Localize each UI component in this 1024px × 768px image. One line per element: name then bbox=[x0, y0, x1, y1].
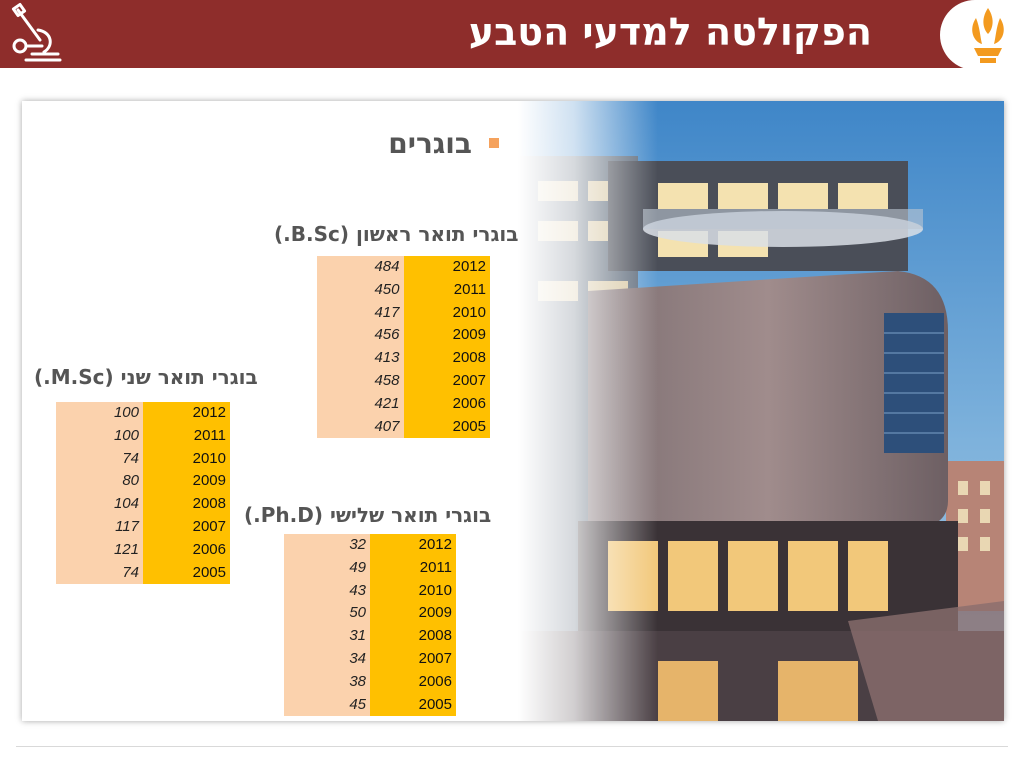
table-row: 407 2005 bbox=[317, 415, 490, 439]
table-row: 34 2007 bbox=[284, 647, 456, 671]
msc-table: 100 2012 100 2011 74 2010 80 2009 104 2008 117 2007… bbox=[56, 402, 230, 585]
graduates-count-cell: 413 bbox=[317, 347, 404, 370]
year-cell: 2011 bbox=[143, 424, 230, 448]
year-cell: 2006 bbox=[370, 670, 456, 694]
graduates-count-cell: 117 bbox=[56, 515, 143, 539]
year-cell: 2009 bbox=[403, 324, 490, 348]
table-row: 117 2007 bbox=[56, 515, 230, 539]
table-row: 458 2007 bbox=[317, 369, 490, 393]
table-row: 421 2006 bbox=[317, 392, 490, 416]
table-row: 49 2011 bbox=[284, 556, 456, 580]
graduates-count-cell: 407 bbox=[317, 415, 404, 439]
phd-table-title: בוגרי תואר שלישי (Ph.D.) bbox=[244, 503, 492, 527]
bsc-table-title: בוגרי תואר ראשון (B.Sc.) bbox=[274, 222, 519, 246]
table-row: 31 2008 bbox=[284, 625, 456, 648]
graduates-count-cell: 100 bbox=[56, 424, 143, 448]
graduates-count-cell: 417 bbox=[317, 301, 404, 325]
university-emblem-logo bbox=[972, 8, 1004, 63]
table-row: 38 2006 bbox=[284, 670, 456, 694]
microscope-icon bbox=[11, 2, 62, 62]
graduates-count-cell: 100 bbox=[56, 402, 143, 425]
table-row: 80 2009 bbox=[56, 470, 230, 494]
footer-divider bbox=[16, 746, 1008, 747]
graduates-count-cell: 43 bbox=[284, 579, 370, 603]
table-row: 484 2012 bbox=[317, 256, 490, 279]
graduates-count-cell: 421 bbox=[317, 392, 404, 416]
year-cell: 2007 bbox=[403, 369, 490, 393]
table-row: 413 2008 bbox=[317, 347, 490, 370]
year-cell: 2010 bbox=[370, 579, 456, 603]
header-bar: הפקולטה למדעי הטבע bbox=[0, 0, 1024, 70]
graduates-count-cell: 450 bbox=[317, 278, 404, 302]
table-row: 456 2009 bbox=[317, 324, 490, 348]
year-cell: 2007 bbox=[370, 647, 456, 671]
year-cell: 2007 bbox=[143, 515, 230, 539]
table-row: 45 2005 bbox=[284, 693, 456, 717]
year-cell: 2009 bbox=[370, 602, 456, 626]
table-row: 417 2010 bbox=[317, 301, 490, 325]
year-cell: 2006 bbox=[403, 392, 490, 416]
table-row: 450 2011 bbox=[317, 278, 490, 302]
bullet-marker bbox=[489, 138, 499, 148]
year-cell: 2011 bbox=[370, 556, 456, 580]
year-cell: 2005 bbox=[403, 415, 490, 439]
content-panel bbox=[22, 101, 1004, 721]
table-row: 50 2009 bbox=[284, 602, 456, 626]
graduates-count-cell: 38 bbox=[284, 670, 370, 694]
table-row: 74 2010 bbox=[56, 447, 230, 471]
year-cell: 2010 bbox=[143, 447, 230, 471]
graduates-count-cell: 458 bbox=[317, 369, 404, 393]
graduates-count-cell: 34 bbox=[284, 647, 370, 671]
photo-fade-overlay bbox=[518, 101, 658, 721]
graduates-count-cell: 50 bbox=[284, 602, 370, 626]
graduates-count-cell: 49 bbox=[284, 556, 370, 580]
graduates-count-cell: 484 bbox=[317, 256, 404, 279]
year-cell: 2011 bbox=[403, 278, 490, 302]
year-cell: 2012 bbox=[403, 256, 490, 279]
year-cell: 2012 bbox=[370, 534, 456, 557]
table-row: 32 2012 bbox=[284, 534, 456, 557]
graduates-count-cell: 31 bbox=[284, 625, 370, 648]
year-cell: 2006 bbox=[143, 538, 230, 562]
graduates-count-cell: 74 bbox=[56, 561, 143, 585]
msc-table-title: בוגרי תואר שני (M.Sc.) bbox=[34, 365, 258, 389]
graduates-count-cell: 80 bbox=[56, 470, 143, 494]
table-row: 43 2010 bbox=[284, 579, 456, 603]
graduates-count-cell: 74 bbox=[56, 447, 143, 471]
graduates-count-cell: 32 bbox=[284, 534, 370, 557]
bsc-table: 484 2012 450 2011 417 2010 456 2009 413 2008 458 20… bbox=[317, 256, 490, 439]
table-row: 100 2012 bbox=[56, 402, 230, 425]
logo-container bbox=[940, 0, 1024, 70]
table-row: 104 2008 bbox=[56, 493, 230, 516]
phd-table: 32 2012 49 2011 43 2010 50 2009 31 2008 34 2007 38 20… bbox=[284, 534, 456, 717]
year-cell: 2008 bbox=[143, 493, 230, 516]
graduates-count-cell: 121 bbox=[56, 538, 143, 562]
year-cell: 2005 bbox=[370, 693, 456, 717]
table-row: 74 2005 bbox=[56, 561, 230, 585]
year-cell: 2005 bbox=[143, 561, 230, 585]
table-row: 100 2011 bbox=[56, 424, 230, 448]
graduates-count-cell: 456 bbox=[317, 324, 404, 348]
graduates-count-cell: 45 bbox=[284, 693, 370, 717]
table-row: 121 2006 bbox=[56, 538, 230, 562]
section-title: בוגרים bbox=[388, 127, 472, 160]
year-cell: 2008 bbox=[403, 347, 490, 370]
graduates-count-cell: 104 bbox=[56, 493, 143, 516]
year-cell: 2010 bbox=[403, 301, 490, 325]
year-cell: 2008 bbox=[370, 625, 456, 648]
header-title: הפקולטה למדעי הטבע bbox=[468, 10, 872, 54]
year-cell: 2009 bbox=[143, 470, 230, 494]
year-cell: 2012 bbox=[143, 402, 230, 425]
